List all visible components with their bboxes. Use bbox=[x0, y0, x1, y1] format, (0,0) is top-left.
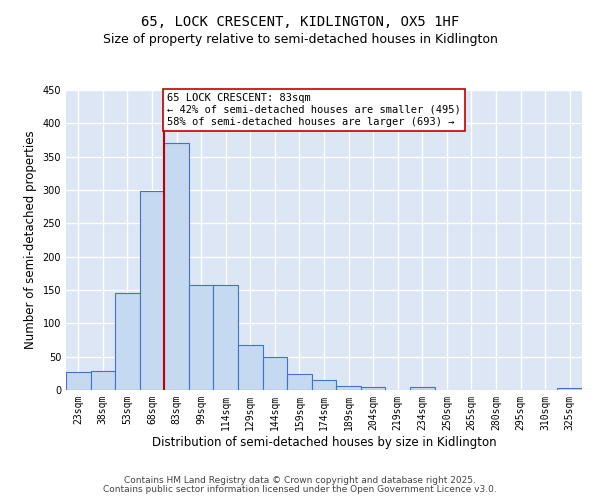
Y-axis label: Number of semi-detached properties: Number of semi-detached properties bbox=[24, 130, 37, 350]
Text: 65, LOCK CRESCENT, KIDLINGTON, OX5 1HF: 65, LOCK CRESCENT, KIDLINGTON, OX5 1HF bbox=[141, 15, 459, 29]
Bar bbox=[164, 144, 189, 390]
Bar bbox=[361, 386, 385, 390]
Bar bbox=[336, 386, 361, 390]
Bar bbox=[214, 284, 238, 390]
X-axis label: Distribution of semi-detached houses by size in Kidlington: Distribution of semi-detached houses by … bbox=[152, 436, 496, 448]
Text: 65 LOCK CRESCENT: 83sqm
← 42% of semi-detached houses are smaller (495)
58% of s: 65 LOCK CRESCENT: 83sqm ← 42% of semi-de… bbox=[167, 94, 460, 126]
Bar bbox=[287, 374, 312, 390]
Bar bbox=[91, 372, 115, 390]
Bar bbox=[115, 294, 140, 390]
Bar bbox=[66, 372, 91, 390]
Bar bbox=[263, 358, 287, 390]
Text: Contains HM Land Registry data © Crown copyright and database right 2025.: Contains HM Land Registry data © Crown c… bbox=[124, 476, 476, 485]
Bar bbox=[312, 380, 336, 390]
Bar bbox=[410, 388, 434, 390]
Bar bbox=[140, 192, 164, 390]
Text: Contains public sector information licensed under the Open Government Licence v3: Contains public sector information licen… bbox=[103, 485, 497, 494]
Bar bbox=[238, 344, 263, 390]
Text: Size of property relative to semi-detached houses in Kidlington: Size of property relative to semi-detach… bbox=[103, 32, 497, 46]
Bar bbox=[557, 388, 582, 390]
Bar bbox=[189, 284, 214, 390]
